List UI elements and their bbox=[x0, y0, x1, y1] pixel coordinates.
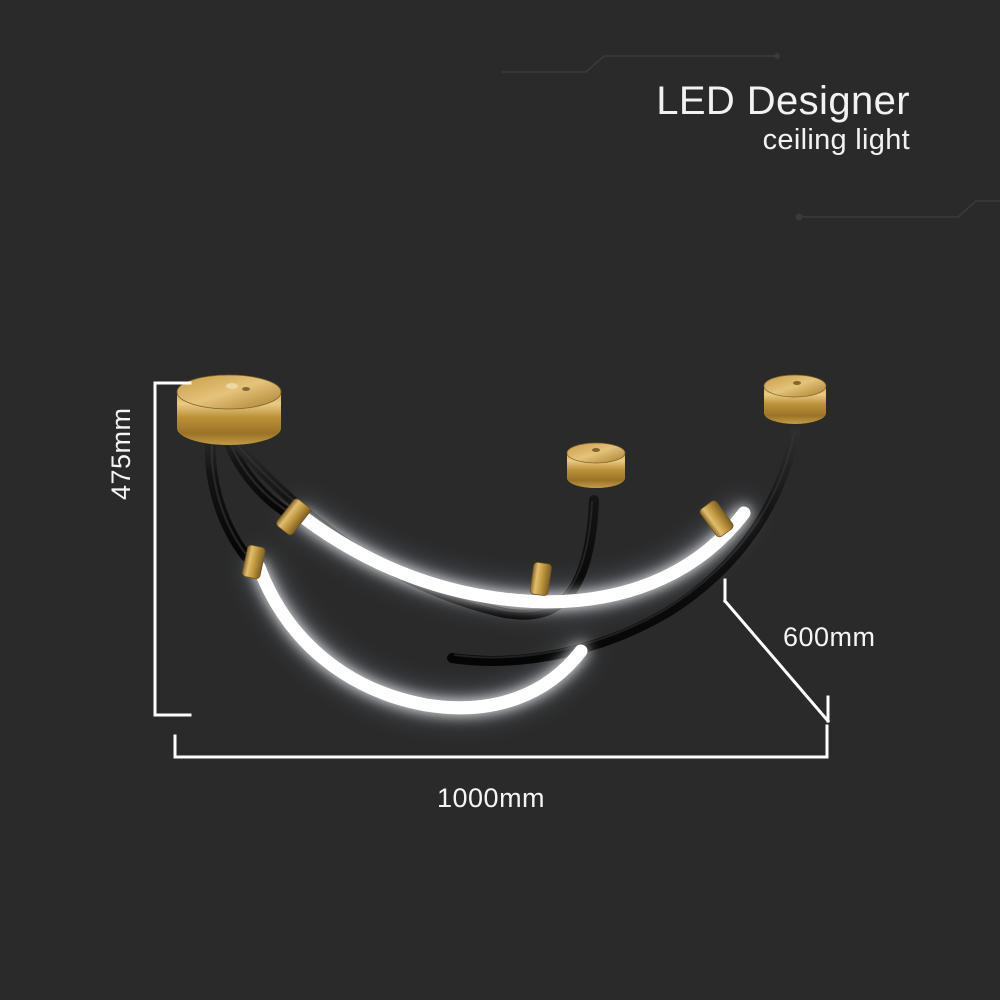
brass-connector bbox=[529, 562, 552, 596]
lamp-assembly bbox=[176, 374, 827, 717]
dimension-depth-line bbox=[722, 578, 831, 724]
page-title: LED Designer ceiling light bbox=[656, 78, 910, 158]
dimension-depth-label: 600mm bbox=[783, 622, 876, 652]
brass-connector bbox=[699, 500, 734, 538]
ceiling-mount-small bbox=[566, 442, 626, 488]
mid-accent-line bbox=[795, 200, 1000, 221]
led-tube bbox=[296, 506, 751, 609]
dimension-width-line bbox=[173, 724, 829, 759]
led-tube bbox=[252, 560, 588, 715]
dimension-height-label: 475mm bbox=[106, 407, 136, 500]
title-subtitle: ceiling light bbox=[762, 124, 910, 157]
ceiling-mount-large bbox=[176, 374, 282, 445]
dimension-height-line bbox=[153, 381, 192, 717]
brass-connector bbox=[242, 544, 266, 580]
top-accent-line bbox=[502, 53, 780, 73]
brass-connector bbox=[276, 498, 311, 536]
dimension-width-label: 1000mm bbox=[437, 783, 546, 813]
ceiling-mount-small bbox=[763, 374, 827, 424]
title-main: LED Designer bbox=[656, 79, 910, 123]
black-cable bbox=[447, 427, 800, 666]
